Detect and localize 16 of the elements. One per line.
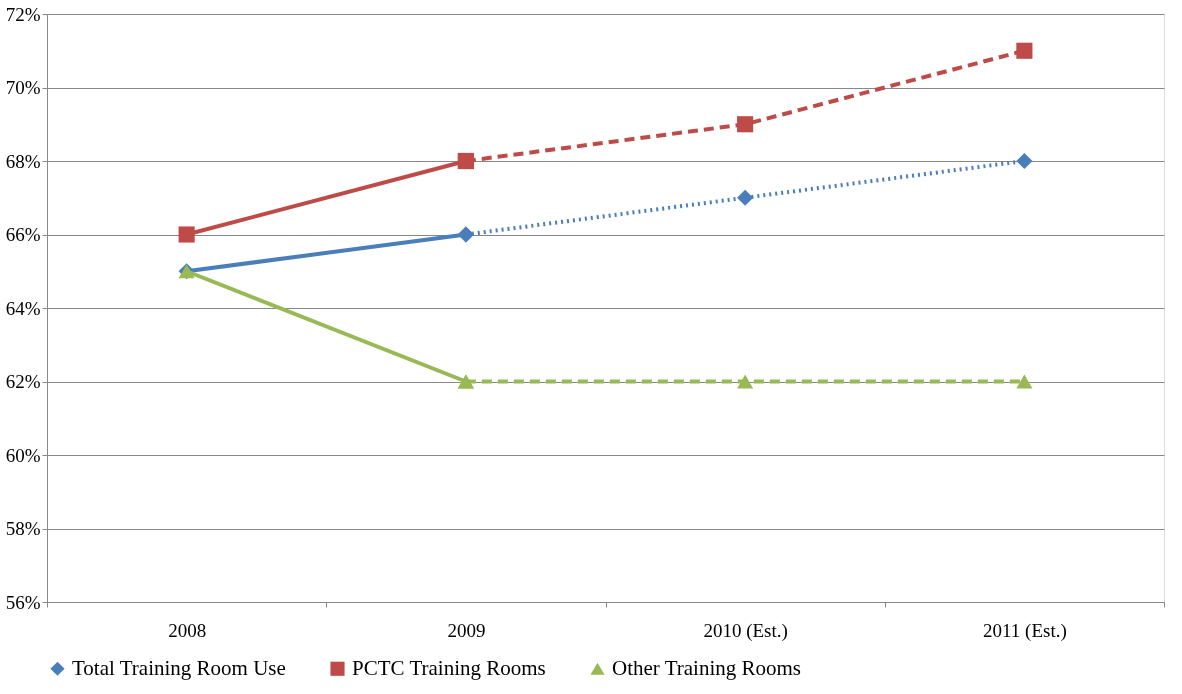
x-tick-label: 2009 [447, 619, 486, 641]
y-tick-label: 62% [5, 371, 41, 392]
legend-label: Other Training Rooms [612, 655, 802, 680]
y-tick-label: 60% [5, 444, 41, 466]
y-tick-label: 68% [5, 150, 41, 172]
y-tick-label: 58% [5, 518, 41, 539]
x-tick-label: 2008 [168, 619, 207, 641]
legend-label: Total Training Room Use [72, 655, 286, 680]
y-tick-label: 70% [5, 77, 41, 98]
y-tick-label: 56% [5, 591, 41, 613]
x-tick-label: 2010 (Est.) [703, 619, 788, 642]
x-tick-label: 2011 (Est.) [983, 619, 1067, 642]
y-tick-label: 64% [5, 297, 41, 319]
legend-label: PCTC Training Rooms [352, 655, 546, 680]
y-tick-label: 72% [5, 3, 41, 25]
y-tick-label: 66% [5, 224, 41, 245]
